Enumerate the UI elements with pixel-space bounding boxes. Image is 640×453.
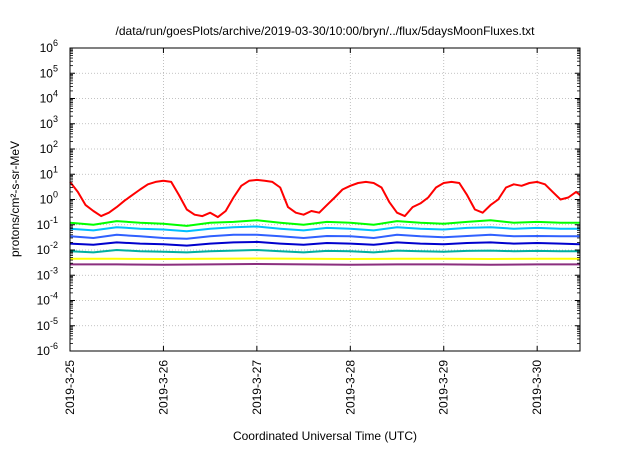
- y-tick-label: 101: [40, 164, 58, 181]
- x-tick-label: 2019-3-25: [63, 360, 77, 415]
- y-tick-label-base: 10: [40, 167, 54, 181]
- y-tick-label-exponent: 6: [53, 38, 58, 48]
- x-tick-label: 2019-3-28: [343, 360, 357, 415]
- y-tick-label: 105: [40, 63, 58, 80]
- series-line-4: [69, 240, 581, 247]
- y-tick-label-exponent: 0: [53, 190, 58, 200]
- y-tick-label: 102: [40, 139, 58, 156]
- y-tick-label-base: 10: [37, 344, 51, 358]
- y-tick-label-exponent: -6: [50, 341, 58, 351]
- ticks: [69, 47, 580, 352]
- series-line-0: [69, 178, 581, 219]
- x-tick-label: 2019-3-30: [530, 360, 544, 415]
- y-tick-label-base: 10: [40, 117, 54, 131]
- y-tick-label-base: 10: [40, 142, 54, 156]
- y-tick-label-exponent: 2: [53, 139, 58, 149]
- grid: [70, 48, 580, 351]
- y-tick-label-base: 10: [40, 92, 54, 106]
- x-tick-label: 2019-3-27: [250, 360, 264, 415]
- series-line-2: [69, 225, 580, 233]
- y-tick-label-exponent: 3: [53, 114, 58, 124]
- series-line-3: [69, 233, 580, 240]
- y-tick-label-exponent: 4: [53, 89, 58, 99]
- y-tick-label: 10-3: [37, 265, 58, 282]
- chart-title: /data/run/goesPlots/archive/2019-03-30/1…: [116, 24, 536, 38]
- y-tick-label-base: 10: [37, 218, 51, 232]
- y-tick-label-base: 10: [40, 41, 54, 55]
- series-line-6: [70, 257, 580, 260]
- y-tick-label: 10-6: [37, 341, 58, 358]
- y-tick-label-exponent: -4: [50, 291, 58, 301]
- y-tick-label-exponent: -3: [50, 265, 58, 275]
- y-tick-label: 104: [40, 89, 58, 106]
- y-axis-label: protons/cm²-s-sr-MeV: [8, 141, 22, 257]
- series-line-7: [70, 263, 580, 266]
- y-tick-label-base: 10: [37, 268, 51, 282]
- y-tick-label: 10-4: [37, 291, 58, 308]
- y-tick-label: 106: [40, 38, 58, 55]
- y-tick-labels: 10-610-510-410-310-210-11001011021031041…: [37, 38, 58, 358]
- series-line-5: [69, 249, 580, 254]
- series-line-1: [69, 219, 580, 227]
- x-tick-label: 2019-3-29: [437, 360, 451, 415]
- x-tick-labels: 2019-3-25 2019-3-26 2019-3-27 2019-3-28 2019…: [63, 360, 544, 415]
- x-tick-label: 2019-3-26: [156, 360, 170, 415]
- y-tick-label-base: 10: [37, 294, 51, 308]
- y-tick-label-base: 10: [37, 319, 51, 333]
- y-tick-label-exponent: 5: [53, 63, 58, 73]
- y-tick-label: 10-2: [37, 240, 58, 257]
- y-tick-label-exponent: -5: [50, 316, 58, 326]
- y-tick-label: 10-5: [37, 316, 58, 333]
- y-tick-label-exponent: -2: [50, 240, 58, 250]
- y-tick-label: 103: [40, 114, 58, 131]
- y-tick-label: 10-1: [37, 215, 58, 232]
- y-tick-label-exponent: -1: [50, 215, 58, 225]
- y-tick-label-base: 10: [40, 193, 54, 207]
- y-tick-label: 100: [40, 190, 58, 207]
- y-tick-label-base: 10: [40, 66, 54, 80]
- y-tick-label-exponent: 1: [53, 164, 58, 174]
- x-axis-label: Coordinated Universal Time (UTC): [233, 429, 417, 443]
- series-group: [69, 178, 581, 266]
- y-tick-label-base: 10: [37, 243, 51, 257]
